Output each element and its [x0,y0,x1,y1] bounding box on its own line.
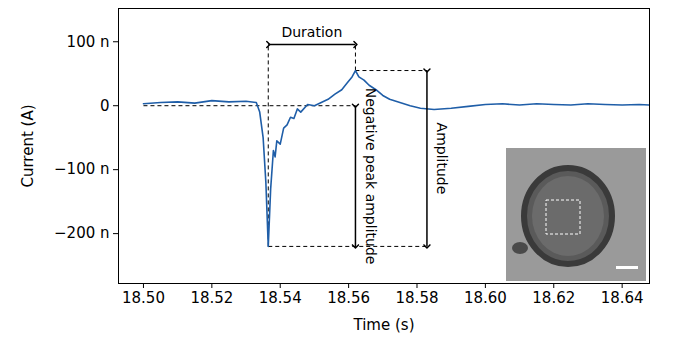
svg-text:18.64: 18.64 [601,289,644,307]
svg-text:18.62: 18.62 [532,289,575,307]
svg-text:18.58: 18.58 [396,289,439,307]
svg-text:Duration: Duration [281,24,342,40]
svg-text:−100 n: −100 n [54,160,109,178]
svg-text:18.54: 18.54 [259,289,302,307]
svg-text:Amplitude: Amplitude [434,123,450,195]
svg-text:18.50: 18.50 [122,289,165,307]
svg-text:−200 n: −200 n [54,224,109,242]
svg-text:Negative peak amplitude: Negative peak amplitude [363,88,379,265]
svg-text:18.60: 18.60 [464,289,507,307]
svg-text:Time (s): Time (s) [353,316,415,334]
svg-text:Current (A): Current (A) [19,104,37,187]
svg-text:0: 0 [100,97,110,115]
svg-text:18.52: 18.52 [190,289,233,307]
svg-text:100 n: 100 n [67,33,110,51]
svg-text:18.56: 18.56 [327,289,370,307]
